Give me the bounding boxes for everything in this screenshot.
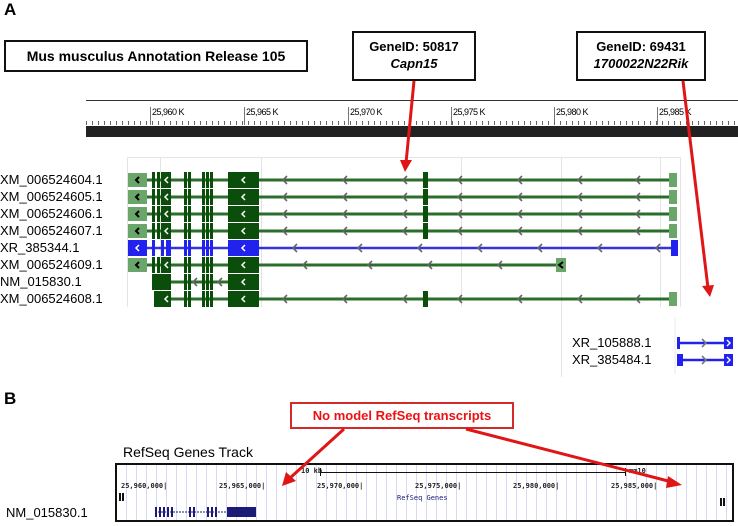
transcript-label: NM_015830.1 <box>0 274 82 289</box>
red-arrow-capn15 <box>400 80 416 172</box>
transcript-label: XM_006524606.1 <box>0 206 103 221</box>
coord-tick: 25,960,000| <box>121 482 168 490</box>
red-arrow-1700022n22rik <box>681 80 714 297</box>
transcript-label: XR_105888.1 <box>572 335 652 350</box>
coord-tick: 25,985,000| <box>611 482 658 490</box>
gene-box-1700022n22rik: GeneID: 69431 1700022N22Rik <box>576 31 706 81</box>
annotation-release-title: Mus musculus Annotation Release 105 <box>4 40 308 72</box>
panel-b-label: B <box>4 389 17 408</box>
transcript-label: XM_006524608.1 <box>0 291 103 306</box>
transcript-xm-006524608 <box>154 291 677 307</box>
coord-tick: 25,975,000| <box>415 482 462 490</box>
transcript-xm-006524609 <box>127 256 566 274</box>
ucsc-gene-model <box>119 493 725 517</box>
grid-line <box>680 157 681 307</box>
ruler-tick: 25,970 K <box>348 107 383 125</box>
ruler-tick: 25,980 K <box>554 107 589 125</box>
transcript-xm-006524605 <box>127 188 677 206</box>
transcript-label: XM_006524605.1 <box>0 189 103 204</box>
transcript-nm-015830 <box>152 274 259 290</box>
ruler-bar <box>86 126 738 137</box>
transcript-xm-006524607 <box>127 222 677 240</box>
no-model-refseq-callout: No model RefSeq transcripts <box>290 402 514 429</box>
transcript-label: XR_385344.1 <box>0 240 80 255</box>
grid-line <box>127 157 128 307</box>
transcript-xr-385344 <box>128 240 678 256</box>
transcript-xr-385484 <box>677 354 733 366</box>
gene-box-capn15: GeneID: 50817 Capn15 <box>352 31 476 81</box>
ruler-tick: 25,965 K <box>244 107 279 125</box>
transcript-xm-006524606 <box>127 205 677 223</box>
panel-a-label: A <box>4 0 17 19</box>
track-frame-top <box>127 157 681 158</box>
transcript-label: XM_006524609.1 <box>0 257 103 272</box>
ruler-tick: 25,985 K <box>657 107 692 125</box>
ruler-tick: 25,975 K <box>451 107 486 125</box>
refseq-track-title: RefSeq Genes Track <box>123 444 253 460</box>
coord-tick: 25,965,000| <box>219 482 266 490</box>
coord-tick: 25,980,000| <box>513 482 560 490</box>
transcript-label: XM_006524607.1 <box>0 223 103 238</box>
coord-tick: 25,970,000| <box>317 482 364 490</box>
gene-id-1700022n22rik: GeneID: 69431 <box>596 39 686 54</box>
transcript-label: XR_385484.1 <box>572 352 652 367</box>
transcript-xr-105888 <box>677 337 733 349</box>
ruler-tick: 25,960 K <box>150 107 185 125</box>
gene-symbol-1700022n22rik: 1700022N22Rik <box>593 56 689 71</box>
transcript-xm-006524604 <box>127 171 677 189</box>
transcript-label: XM_006524604.1 <box>0 172 103 187</box>
track-name: RefSeq Genes <box>397 494 448 502</box>
gene-id-capn15: GeneID: 50817 <box>369 39 459 54</box>
gene-symbol-capn15: Capn15 <box>390 56 438 71</box>
ucsc-refseq-genes-track: 10 kb mm10 25,960,000| 25,965,000| 25,97… <box>115 463 734 522</box>
nm-015830-label: NM_015830.1 <box>6 505 88 520</box>
